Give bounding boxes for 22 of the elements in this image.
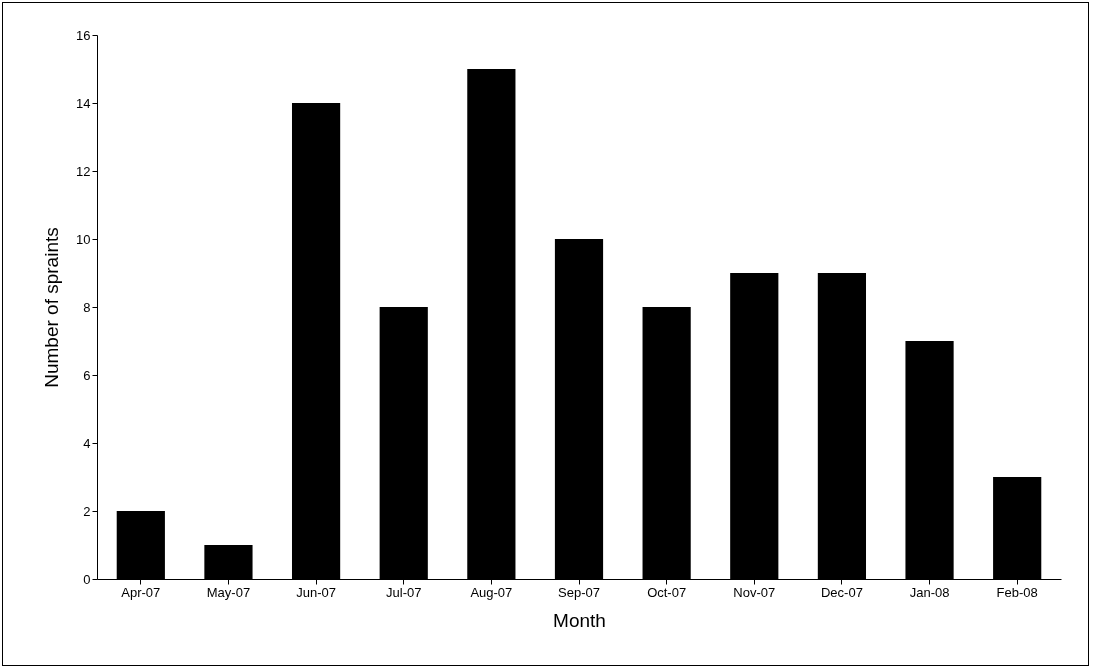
x-tick-label: Jul-07 <box>386 584 422 600</box>
x-tick-label: Jan-08 <box>909 584 950 600</box>
y-tick-label: 14 <box>76 95 91 111</box>
y-tick-label: 12 <box>76 163 91 179</box>
y-tick-label: 6 <box>83 367 91 383</box>
x-tick-label: Nov-07 <box>733 584 776 600</box>
x-tick-label: Feb-08 <box>996 584 1038 600</box>
x-tick-label: Dec-07 <box>820 584 863 600</box>
y-axis-title: Number of spraints <box>41 227 63 388</box>
x-tick-label: Jun-07 <box>296 584 336 600</box>
y-tick-label: 16 <box>76 27 91 43</box>
x-tick-label: Oct-07 <box>647 584 687 600</box>
y-tick-label: 4 <box>83 435 91 451</box>
x-axis-title: Month <box>553 609 606 631</box>
y-tick-label: 2 <box>83 503 91 519</box>
x-tick-label: Sep-07 <box>558 584 600 600</box>
x-tick-label: May-07 <box>206 584 251 600</box>
x-tick-label: Apr-07 <box>121 584 161 600</box>
y-tick-label: 0 <box>83 571 91 587</box>
x-tick-label: Aug-07 <box>470 584 513 600</box>
y-tick-label: 8 <box>83 299 91 315</box>
y-tick-label: 10 <box>76 231 91 247</box>
